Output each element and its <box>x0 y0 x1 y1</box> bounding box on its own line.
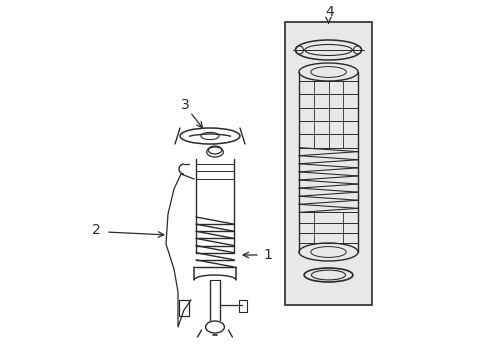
Bar <box>239 300 246 312</box>
Bar <box>285 22 371 305</box>
Text: 2: 2 <box>91 223 100 237</box>
Bar <box>179 300 189 316</box>
Text: 4: 4 <box>325 5 334 19</box>
Text: 3: 3 <box>180 98 189 112</box>
Text: 1: 1 <box>263 248 272 262</box>
